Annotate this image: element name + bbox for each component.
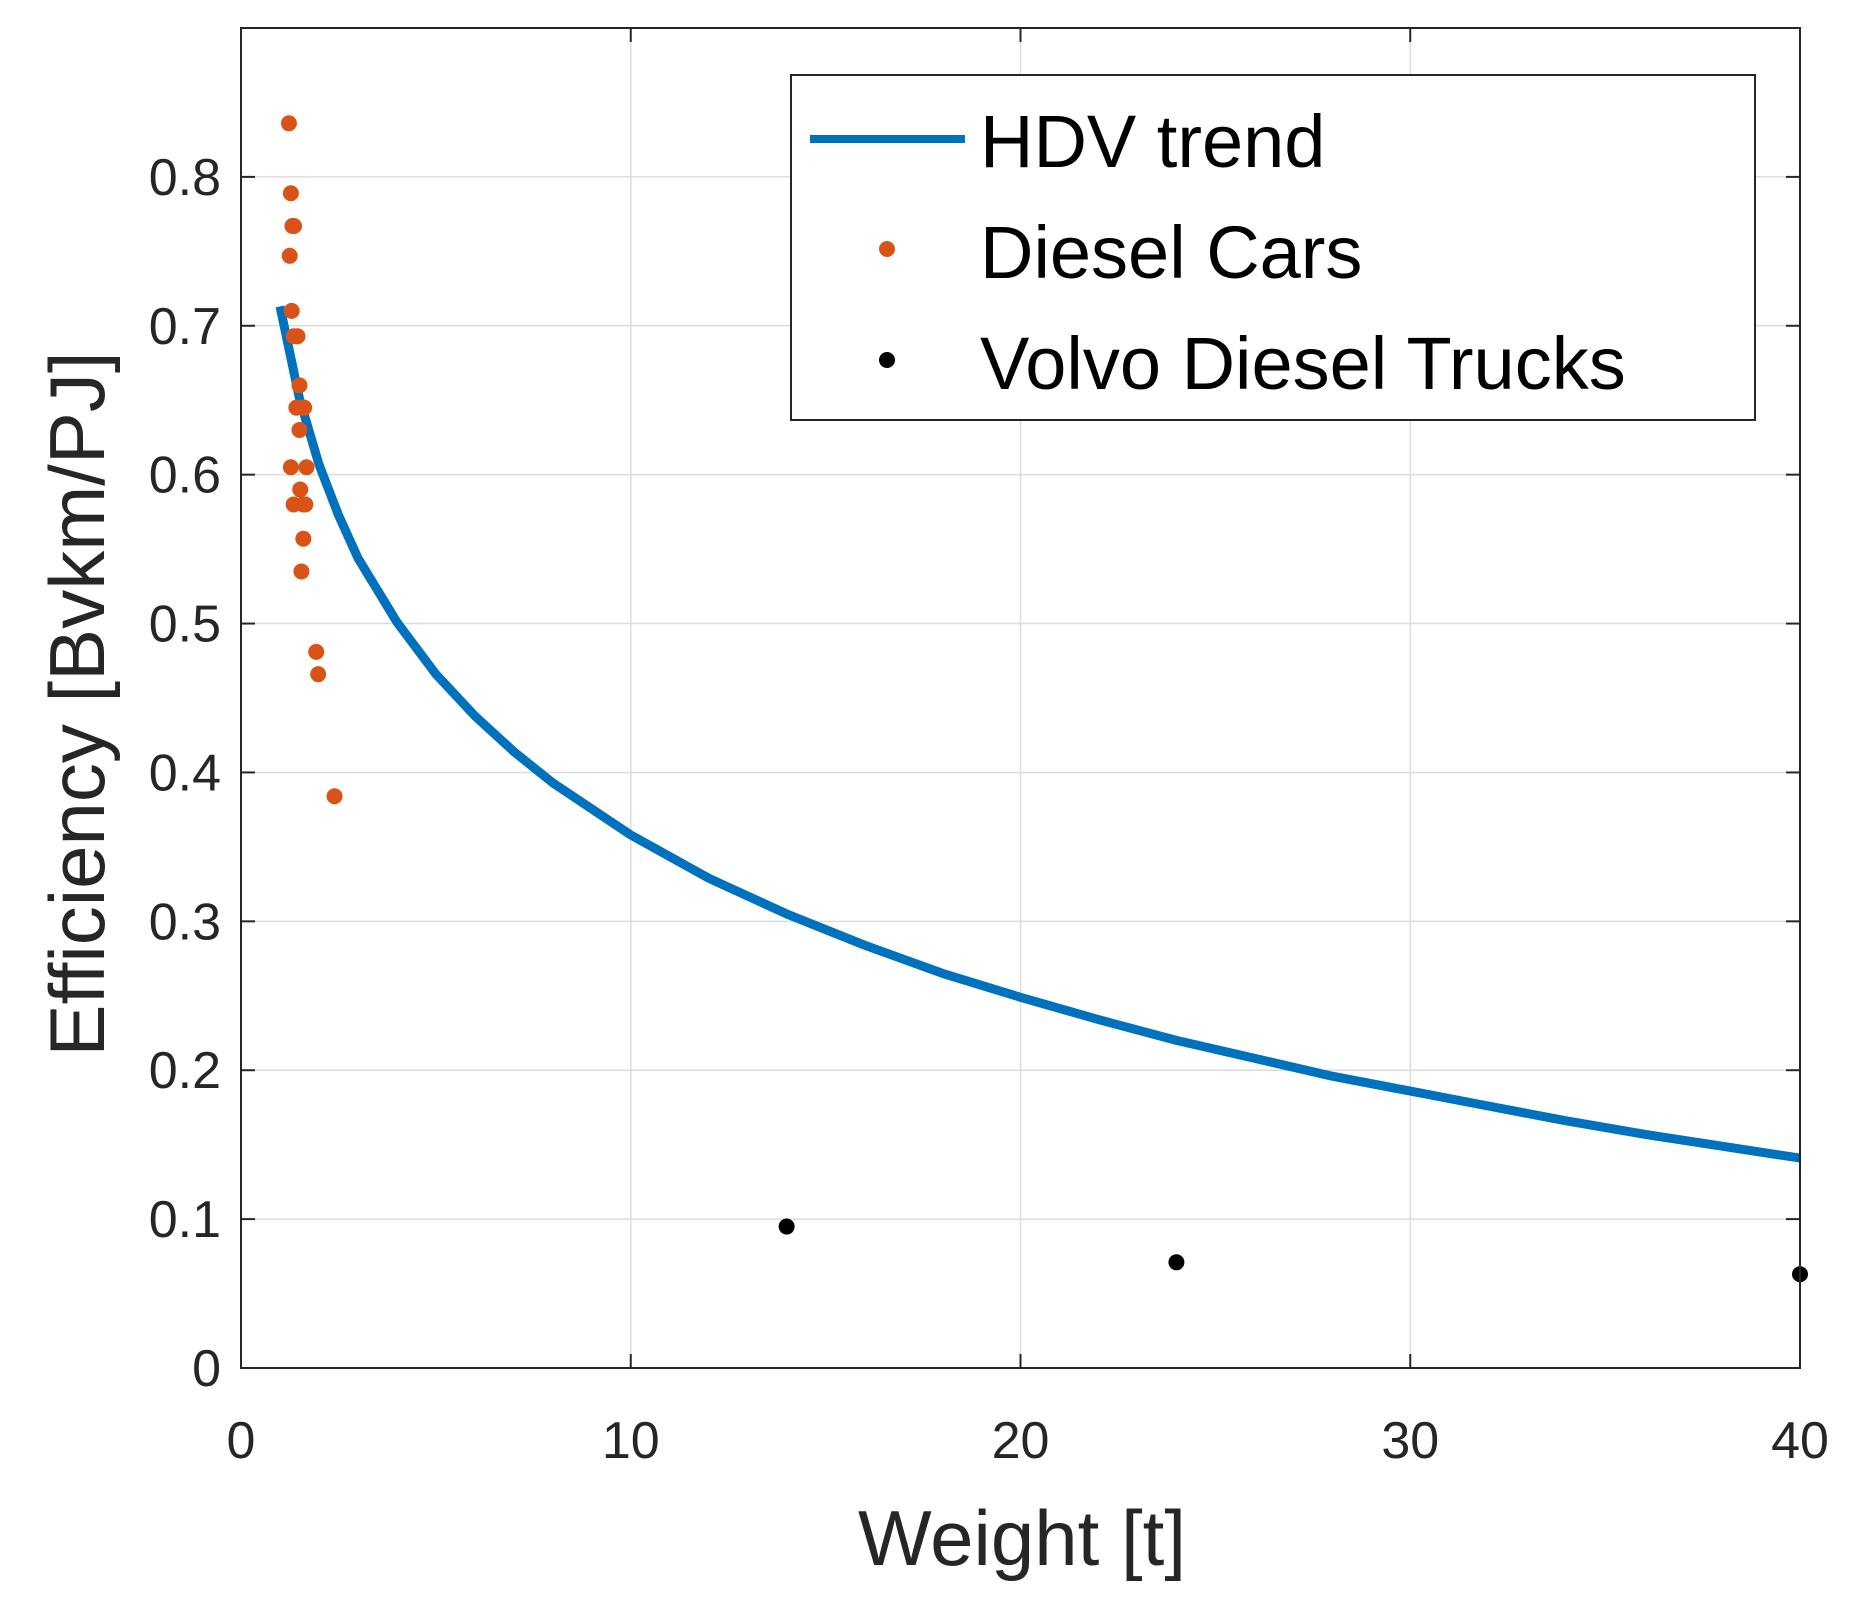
y-tick-label: 0.4 [149,744,221,802]
data-point-diesel-cars [286,218,303,235]
data-point-diesel-cars [291,377,308,394]
legend-box [790,74,1756,421]
x-tick-label: 30 [1381,1412,1439,1470]
data-point-diesel-cars [292,481,309,498]
y-tick-label: 0.2 [149,1042,221,1100]
x-tick-label: 20 [992,1412,1050,1470]
x-tick-label: 40 [1771,1412,1829,1470]
legend-label-diesel-cars: Diesel Cars [980,211,1362,294]
data-point-diesel-cars [310,666,327,683]
data-point-diesel-cars [282,185,299,202]
data-point-diesel-cars [283,302,300,319]
data-point-diesel-cars [280,115,297,132]
data-point-diesel-cars [326,788,343,805]
legend-swatch-diesel-cars [879,241,895,257]
legend: HDV trend Diesel Cars Volvo Diesel Truck… [790,74,1756,421]
y-tick-label: 0 [192,1340,221,1398]
ticks [240,28,1801,1369]
legend-swatch-volvo-diesel-trucks [879,352,895,368]
series-layer [275,115,1808,1283]
data-point-volvo-diesel-trucks [778,1218,795,1235]
data-point-diesel-cars [298,459,315,476]
legend-label-hdv-trend: HDV trend [980,100,1325,183]
tick-labels: 0 10 20 30 40 0 0.1 0.2 0.3 0.4 0.5 0.6 0.7 0.8 [149,149,1829,1470]
x-tick-label: 0 [227,1412,256,1470]
data-point-diesel-cars [289,328,306,345]
y-axis-label: Efficiency [Bvkm/PJ] [33,351,121,1056]
y-tick-label: 0.5 [149,596,221,654]
data-point-volvo-diesel-trucks [1168,1254,1185,1271]
y-tick-label: 0.8 [149,149,221,207]
y-tick-label: 0.6 [149,447,221,505]
data-point-diesel-cars [295,530,312,547]
data-point-diesel-cars [281,247,298,264]
data-point-diesel-cars [291,422,308,438]
y-tick-label: 0.1 [149,1191,221,1249]
data-point-diesel-cars [297,496,314,513]
series-line-hdv-trend [275,305,1801,1163]
legend-label-volvo-diesel-trucks: Volvo Diesel Trucks [980,322,1626,405]
x-axis-label: Weight [t] [858,1494,1186,1582]
data-point-diesel-cars [293,563,310,580]
y-tick-label: 0.3 [149,893,221,951]
data-point-diesel-cars [282,459,299,476]
x-tick-label: 10 [602,1412,660,1470]
data-point-diesel-cars [308,643,325,660]
data-point-diesel-cars [296,399,313,416]
y-tick-label: 0.7 [149,298,221,356]
